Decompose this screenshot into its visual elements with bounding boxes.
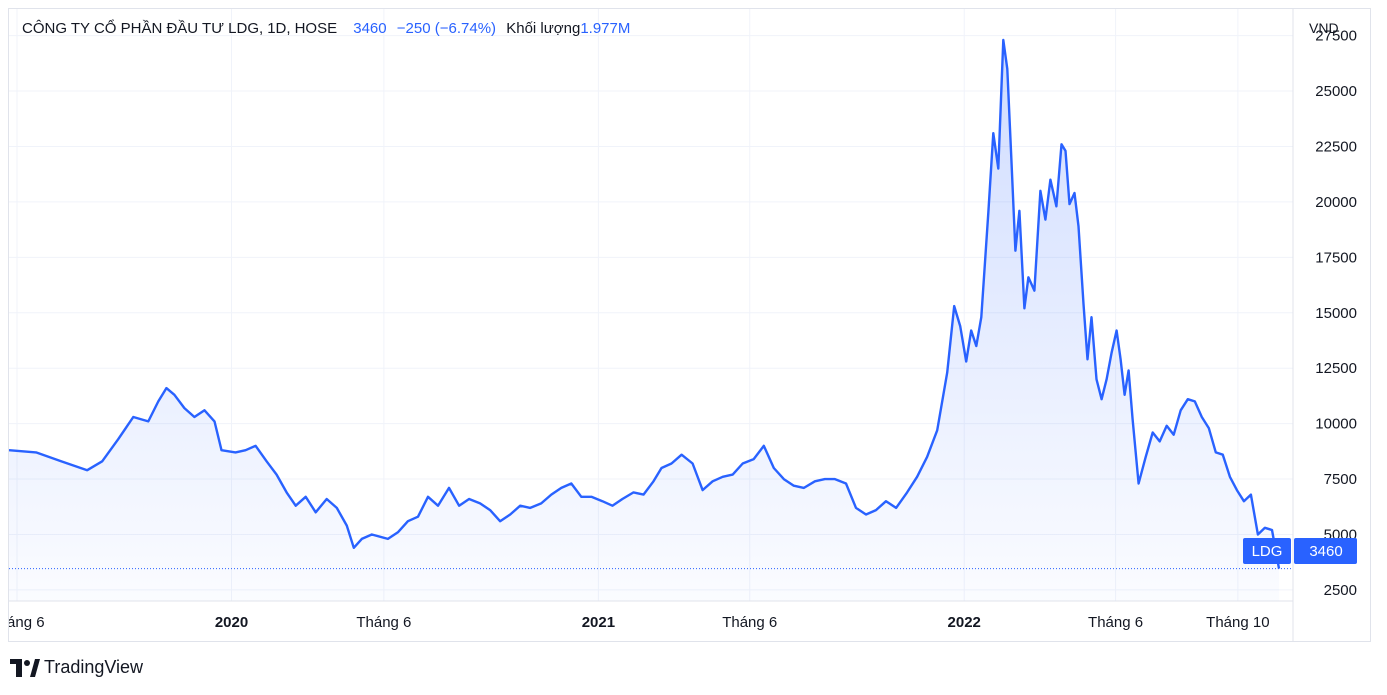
y-tick-label: 2500 (1324, 582, 1357, 599)
tradingview-text: TradingView (44, 657, 144, 677)
x-tick-label: 2020 (215, 614, 248, 631)
legend-interval: 1D (267, 20, 287, 37)
legend-volume: Khối lượng1.977M (506, 20, 636, 37)
price-tag: 3460 (1294, 538, 1357, 564)
price-line (9, 38, 1281, 569)
legend-separator: , (259, 20, 264, 37)
x-tick-label: Tháng 10 (1206, 614, 1269, 631)
legend-company-name: CÔNG TY CỔ PHẦN ĐẦU TƯ LDG (22, 20, 260, 37)
legend-volume-label: Khối lượng (506, 20, 581, 37)
y-tick-label: 25000 (1315, 83, 1357, 100)
legend-company: CÔNG TY CỔ PHẦN ĐẦU TƯ LDG, 1D, HOSE (22, 20, 343, 37)
y-tick-label: 15000 (1315, 305, 1357, 322)
y-tick-label: 12500 (1315, 360, 1357, 377)
x-tick-label: Tháng 6 (0, 614, 45, 631)
x-tick-label: Tháng 6 (722, 614, 777, 631)
legend-change: −250 (−6.74%) (396, 20, 497, 37)
time-axis[interactable]: Tháng 6 2020 Tháng 6 2021 Tháng 6 2022 Tháng 6… (0, 614, 1270, 631)
legend-last-price: 3460 (353, 20, 387, 37)
y-tick-label: 20000 (1315, 194, 1357, 211)
price-area (9, 40, 1279, 601)
y-tick-label: 7500 (1324, 471, 1357, 488)
x-tick-label: Tháng 6 (356, 614, 411, 631)
x-tick-label: 2022 (948, 614, 981, 631)
price-tag-label: 3460 (1309, 543, 1342, 560)
x-tick-label: Tháng 6 (1088, 614, 1143, 631)
legend-volume-value: 1.977M (580, 20, 631, 37)
chart-legend: CÔNG TY CỔ PHẦN ĐẦU TƯ LDG, 1D, HOSE 3460 … (22, 20, 642, 37)
legend-exchange: HOSE (294, 20, 338, 37)
tradingview-icon (10, 658, 40, 677)
symbol-tag-label: LDG (1252, 543, 1283, 560)
symbol-tag: LDG (1243, 538, 1291, 564)
y-tick-label: 17500 (1315, 249, 1357, 266)
price-axis[interactable]: 2500500075001000012500150001750020000225… (1315, 28, 1357, 599)
y-tick-label: 10000 (1315, 416, 1357, 433)
x-tick-label: 2021 (582, 614, 615, 631)
chart-frame (8, 8, 1371, 642)
legend-separator-2: , (286, 20, 291, 37)
y-tick-label: 22500 (1315, 138, 1357, 155)
currency-label: VND (1309, 20, 1339, 36)
tradingview-logo[interactable]: TradingView (10, 657, 143, 678)
y-tick-label: 27500 (1315, 28, 1357, 45)
